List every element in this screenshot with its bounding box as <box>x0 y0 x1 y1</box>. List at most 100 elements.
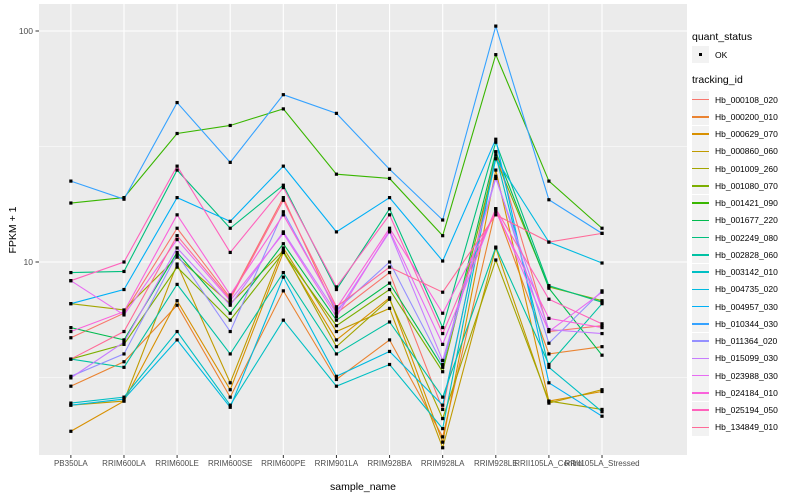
data-point <box>494 207 498 211</box>
data-point <box>387 320 392 324</box>
legend-key-line-icon <box>692 271 709 273</box>
data-point <box>547 240 551 244</box>
data-point <box>494 137 498 141</box>
data-point <box>281 231 285 235</box>
legend-item-Hb_004735_020: Hb_004735_020 <box>692 280 778 298</box>
legend-title-tracking-id: tracking_id <box>692 74 743 86</box>
data-point <box>600 261 604 265</box>
data-point <box>387 349 392 354</box>
legend-key-box <box>692 384 709 402</box>
x-tick-label: RRII105LA_Stressed <box>564 459 640 468</box>
data-point <box>228 297 232 301</box>
data-point <box>334 318 339 322</box>
data-point <box>334 172 339 176</box>
data-point <box>494 24 498 28</box>
data-point <box>441 446 445 450</box>
legend-key-box <box>692 194 709 212</box>
legend-item-label: Hb_001677_220 <box>715 215 778 226</box>
data-point <box>175 196 179 200</box>
data-point <box>441 440 445 444</box>
data-point <box>175 252 179 256</box>
x-tick-label: RRII105LA_Control <box>514 459 584 468</box>
data-point <box>122 397 126 401</box>
data-point <box>334 287 339 292</box>
legend-key-box <box>692 46 709 63</box>
legend-key-line-icon <box>692 392 709 394</box>
data-point <box>441 395 445 399</box>
data-point <box>228 226 232 230</box>
data-point <box>122 360 126 364</box>
legend-key-line-icon <box>692 219 709 222</box>
data-point <box>441 407 445 412</box>
data-point <box>441 331 445 336</box>
data-point <box>122 311 126 315</box>
data-point <box>69 357 73 361</box>
y-axis-title: FPKM + 1 <box>7 206 19 254</box>
data-point <box>69 326 73 330</box>
data-point <box>547 329 551 334</box>
data-point <box>281 198 285 202</box>
x-tick-label: RRIM901LA <box>314 459 359 468</box>
data-point <box>69 329 73 334</box>
data-point <box>69 279 73 283</box>
data-point <box>334 384 339 388</box>
legend-key-line-icon <box>692 167 709 170</box>
legend-item-label: Hb_000200_010 <box>715 111 778 122</box>
data-point <box>281 93 285 97</box>
data-point <box>175 164 179 168</box>
data-point <box>494 176 498 181</box>
data-point <box>122 308 126 312</box>
data-point <box>175 338 179 342</box>
panel-background <box>39 4 687 455</box>
data-point <box>494 140 498 144</box>
legend-key-line-icon <box>692 254 709 256</box>
data-point <box>122 365 126 369</box>
data-point <box>600 302 604 306</box>
legend-item-label: Hb_001080_070 <box>715 180 778 191</box>
data-point <box>494 258 498 262</box>
data-point <box>600 410 604 414</box>
legend-key-box <box>692 211 709 229</box>
data-point <box>281 210 285 214</box>
data-point <box>387 260 392 264</box>
data-point <box>122 287 126 292</box>
data-point <box>228 293 232 297</box>
data-point <box>334 315 339 319</box>
data-point <box>547 381 551 385</box>
legend-key-box <box>692 349 709 367</box>
data-point <box>600 290 604 294</box>
data-point <box>387 270 392 275</box>
data-point <box>175 168 179 172</box>
data-point <box>600 407 604 412</box>
data-point <box>441 311 445 315</box>
legend-key-line-icon <box>692 340 709 342</box>
x-tick-label: RRIM928LE <box>473 459 518 468</box>
data-point <box>69 270 73 275</box>
data-point <box>122 342 126 346</box>
data-point <box>175 265 179 269</box>
data-point <box>281 275 285 279</box>
data-point <box>281 107 285 111</box>
legend-item-label: Hb_002249_080 <box>715 232 778 243</box>
data-point <box>600 226 604 230</box>
data-point <box>547 316 551 320</box>
data-point <box>334 338 339 342</box>
data-point <box>387 281 392 285</box>
legend-item-Hb_015099_030: Hb_015099_030 <box>692 349 778 367</box>
data-point <box>387 167 392 171</box>
legend-key-box <box>692 125 709 143</box>
data-point <box>547 327 551 332</box>
x-tick-label: RRIM600LE <box>155 459 199 468</box>
data-point <box>122 269 126 274</box>
data-point <box>441 370 445 374</box>
data-point <box>228 388 232 392</box>
legend-key-box <box>692 177 709 195</box>
data-point <box>387 226 392 230</box>
legend-key-line-icon <box>692 133 709 135</box>
data-point <box>228 405 232 409</box>
legend-key-line-icon <box>692 236 709 239</box>
legend-item-Hb_010344_030: Hb_010344_030 <box>692 315 778 333</box>
legend-item-label: Hb_000629_070 <box>715 129 778 140</box>
data-point <box>600 326 604 330</box>
